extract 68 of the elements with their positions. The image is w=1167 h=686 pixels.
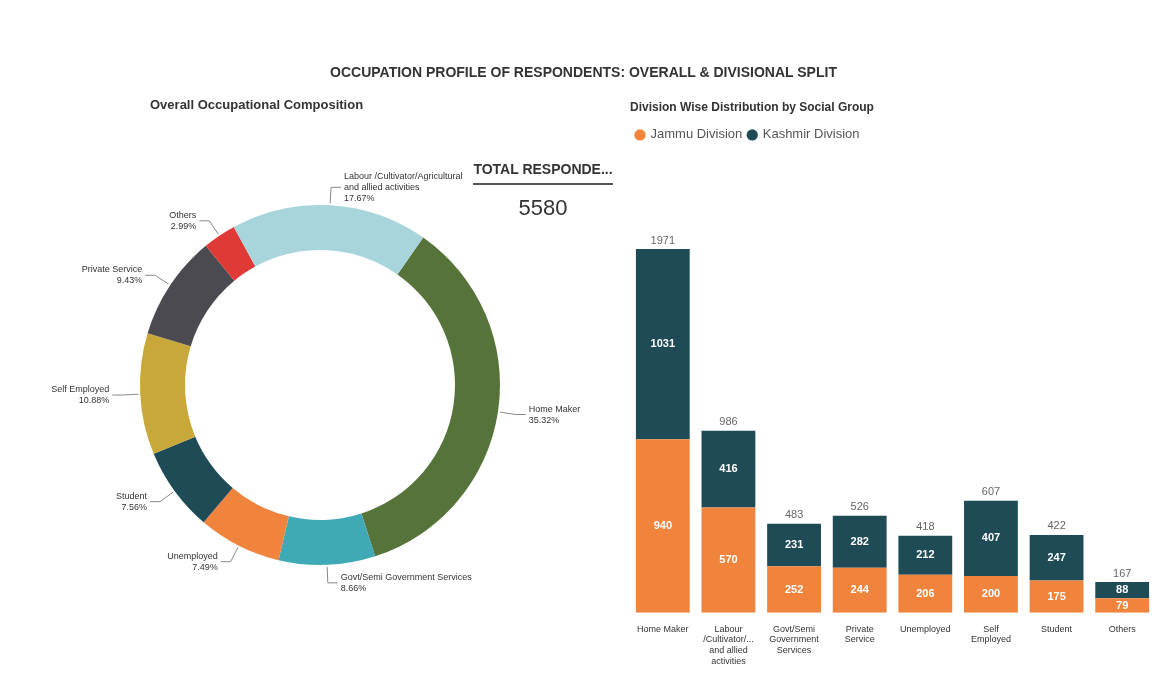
data-label: 282 — [850, 534, 869, 547]
data-label: 9.43% — [116, 275, 143, 286]
legend-label: Kashmir Division — [762, 126, 860, 142]
total-label: 986 — [719, 415, 738, 428]
total-label: 167 — [1113, 566, 1132, 579]
data-label: 88 — [1116, 583, 1129, 596]
bar — [767, 566, 821, 613]
total-label: 526 — [850, 500, 869, 513]
bar — [832, 515, 887, 568]
text: TOTAL RESPONDE... — [473, 161, 613, 185]
slice-label: Home Maker — [528, 403, 581, 414]
data-label: 17.67% — [344, 192, 375, 203]
data-label: 2.99% — [170, 220, 197, 231]
x-tick-label: Govt/Semi Government Services — [769, 623, 820, 656]
x-tick-label: Unemployed — [900, 623, 951, 634]
text: 5580 — [517, 195, 569, 221]
bar — [832, 567, 887, 613]
total-label: 422 — [1047, 519, 1066, 532]
legend-label: Jammu Division — [650, 126, 743, 142]
x-tick-label: Labour /Cultivator/... and allied activities — [703, 623, 754, 667]
bar — [635, 439, 690, 613]
slice-label: Unemployed — [167, 550, 218, 561]
data-label: 206 — [916, 586, 935, 599]
total-label: 1971 — [650, 233, 676, 246]
total-label: 483 — [784, 508, 804, 521]
data-label: 231 — [784, 538, 804, 551]
x-tick-label: Home Maker — [637, 623, 689, 634]
data-label: 252 — [784, 582, 804, 595]
data-label: 244 — [850, 583, 870, 596]
slice-label: Govt/Semi Government Services — [340, 571, 473, 582]
slice-label: Private Service — [81, 264, 143, 275]
bar — [898, 535, 953, 575]
x-tick-label: Self Employed — [970, 623, 1011, 645]
bar — [898, 574, 953, 613]
total-label: 607 — [981, 485, 1001, 498]
data-label: 79 — [1116, 598, 1129, 611]
bar — [701, 430, 756, 508]
bar — [964, 500, 1018, 576]
bar — [767, 523, 821, 567]
bar — [1029, 534, 1084, 581]
data-label: 175 — [1047, 589, 1066, 602]
chart-subtitle: Overall Occupational Composition — [150, 97, 364, 112]
slice-label: Student — [115, 490, 148, 501]
slice-label: Others — [169, 209, 197, 220]
bar — [635, 249, 690, 440]
chart-title: OCCUPATION PROFILE OF RESPONDENTS: OVERALL & DIVISIONAL SPLIT — [329, 64, 838, 80]
data-label: 7.49% — [192, 561, 218, 572]
data-label: 940 — [653, 519, 672, 532]
data-label: 200 — [981, 587, 1001, 600]
data-label: 10.88% — [78, 395, 110, 406]
data-label: 8.66% — [340, 582, 367, 593]
x-tick-label: Others — [1108, 623, 1137, 634]
total-label: 418 — [916, 520, 935, 533]
data-label: 416 — [719, 462, 738, 475]
data-label: 570 — [719, 553, 738, 566]
x-tick-label: Student — [1041, 623, 1073, 634]
data-label: 35.32% — [528, 414, 560, 425]
data-label: 1031 — [650, 337, 676, 350]
data-label: 407 — [981, 531, 1001, 544]
chart-title: Division Wise Distribution by Social Group — [630, 99, 874, 114]
bar — [964, 575, 1018, 613]
data-label: 212 — [916, 548, 935, 561]
data-label: 247 — [1047, 550, 1066, 563]
data-label: 7.56% — [121, 501, 148, 512]
x-tick-label: Private Service — [844, 623, 875, 645]
slice-label: Self Employed — [51, 384, 110, 395]
bar — [701, 507, 756, 613]
slice-label: Labour /Cultivator/Agricultural and allied activities — [344, 170, 463, 192]
